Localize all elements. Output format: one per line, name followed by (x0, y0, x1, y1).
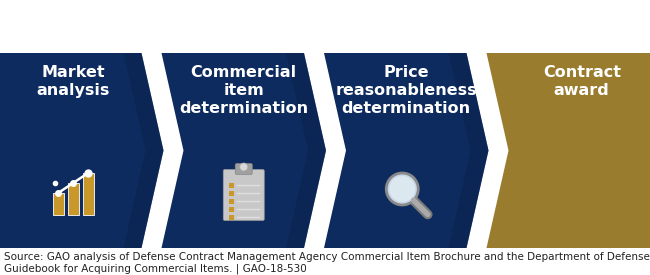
FancyBboxPatch shape (235, 164, 252, 175)
Circle shape (240, 163, 248, 171)
Bar (229, 215, 234, 220)
Polygon shape (486, 53, 650, 248)
Bar (229, 207, 234, 212)
Bar (53, 193, 64, 215)
Circle shape (389, 176, 415, 202)
Text: Market
analysis: Market analysis (36, 65, 110, 98)
Polygon shape (324, 53, 489, 248)
Polygon shape (448, 53, 489, 248)
Circle shape (386, 173, 418, 205)
Bar (229, 191, 234, 196)
Text: Source: GAO analysis of Defense Contract Management Agency Commercial Item Broch: Source: GAO analysis of Defense Contract… (4, 252, 650, 274)
FancyBboxPatch shape (223, 169, 265, 221)
Polygon shape (161, 53, 326, 248)
Text: Price
reasonableness
determination: Price reasonableness determination (335, 65, 477, 116)
Bar (68, 183, 79, 215)
Bar (83, 173, 94, 215)
Bar (229, 183, 234, 188)
Polygon shape (286, 53, 326, 248)
Polygon shape (0, 53, 164, 248)
Text: Commercial
item
determination: Commercial item determination (179, 65, 308, 116)
Polygon shape (124, 53, 164, 248)
Text: Contract
award: Contract award (543, 65, 621, 98)
Bar (229, 199, 234, 204)
